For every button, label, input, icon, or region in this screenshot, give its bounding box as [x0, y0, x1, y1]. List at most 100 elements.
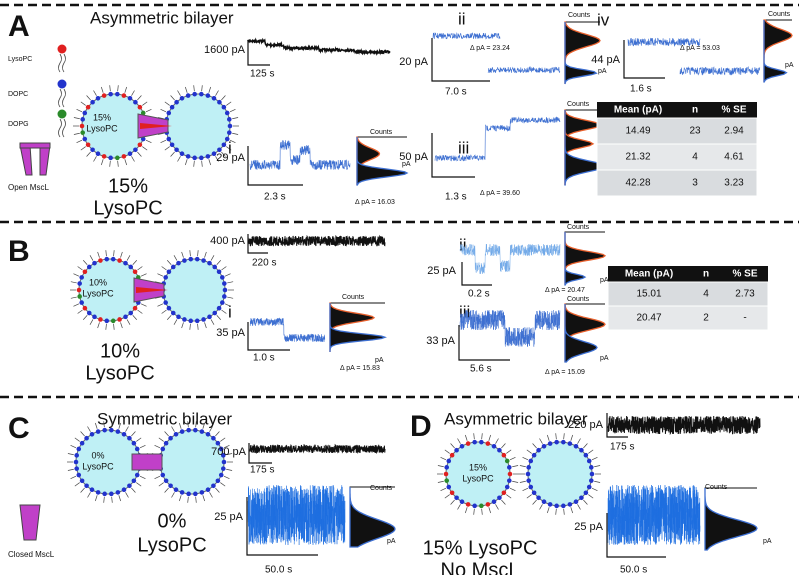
scale-bar: [248, 443, 272, 464]
lipid-tail: [113, 250, 115, 257]
lipid-tail: [224, 303, 231, 307]
lipid-head: [220, 275, 225, 280]
label: Counts: [567, 224, 590, 231]
lipid-head: [137, 142, 143, 148]
label: Asymmetric bilayer: [444, 409, 588, 428]
label: LysoPC: [86, 123, 118, 133]
mscl-channel: [131, 453, 163, 471]
lipid-tail: [522, 457, 529, 461]
lipid-head: [507, 471, 513, 477]
current-trace: [459, 243, 561, 274]
lipid-head: [504, 484, 510, 490]
label: Δ pA = 23.24: [470, 45, 510, 52]
legend-head: [57, 79, 67, 89]
lipid-head: [215, 440, 221, 446]
lipid-tail: [226, 101, 232, 106]
lipid-head: [491, 443, 497, 449]
lipid-head: [132, 269, 138, 275]
lipid-tail: [124, 159, 128, 166]
lipid-head: [199, 429, 205, 434]
label: 7.0 s: [445, 87, 467, 98]
lipid-head: [128, 264, 134, 270]
lipid-tail: [111, 496, 113, 503]
lipid-head: [201, 317, 206, 322]
label: LysoPC: [137, 534, 206, 556]
label: 1600 pA: [204, 44, 246, 56]
lipid-head: [82, 110, 88, 116]
scale-bar: [606, 413, 628, 438]
lipid-tail: [444, 449, 450, 454]
table-row: [596, 117, 758, 145]
lipid-head: [491, 499, 497, 505]
lipid-head: [589, 471, 595, 477]
lipid-tail: [506, 449, 512, 454]
table-row: [596, 143, 758, 171]
lipid-head: [222, 281, 227, 286]
lipid-tail: [145, 109, 152, 113]
lipid-head: [163, 275, 168, 280]
lipid-head: [199, 91, 204, 97]
lipid-tail: [109, 160, 111, 167]
lipid-head: [131, 478, 137, 484]
lipid-head: [485, 441, 491, 446]
lipid-tail: [227, 281, 234, 284]
current-trace: [459, 309, 561, 348]
lipid-tail: [164, 431, 169, 437]
scale-bar: [247, 146, 303, 186]
lipid-tail: [532, 499, 537, 505]
lipid-head: [76, 446, 82, 452]
lipid-head: [586, 458, 592, 464]
lipid-tail: [77, 266, 83, 271]
label: n: [703, 269, 709, 280]
lipid-tail: [215, 90, 219, 96]
lipid-head: [117, 258, 122, 263]
lipid-head: [224, 110, 230, 116]
lipid-tail: [142, 146, 148, 151]
legend-tail: [58, 88, 66, 108]
lipid-head: [222, 294, 227, 299]
lipid-head: [192, 155, 197, 161]
lipid-tail: [87, 426, 91, 432]
lipid-tail: [73, 303, 80, 307]
lipid-head: [115, 490, 121, 495]
lipid-head: [109, 427, 114, 433]
label: 2.73: [735, 289, 755, 300]
lipid-head: [211, 95, 217, 101]
lipid-tail: [532, 443, 537, 449]
lipid-head: [485, 502, 491, 507]
current-trace: [249, 317, 326, 343]
lipid-head: [90, 99, 95, 105]
lipid-head: [449, 490, 455, 496]
lipid-head: [173, 431, 179, 437]
lipid-tail: [70, 296, 77, 299]
lipid-tail: [103, 496, 105, 503]
lipid-head: [179, 95, 185, 101]
lipid-head: [579, 447, 584, 453]
lipid-tail: [227, 296, 234, 299]
label: 1.6 s: [630, 84, 652, 95]
histogram: [349, 487, 396, 548]
lipid-tail: [137, 151, 142, 157]
lipid-tail: [221, 151, 226, 157]
lipid-tail: [76, 139, 83, 143]
lipid-tail: [512, 465, 519, 468]
histogram: [329, 303, 387, 352]
lipid-tail: [526, 449, 532, 454]
lipid-tail: [117, 160, 119, 167]
lipid-tail: [546, 507, 550, 514]
lipid-head: [222, 287, 228, 293]
lipid-head: [207, 260, 212, 266]
lipid-tail: [73, 117, 80, 120]
label: 14.49: [625, 126, 650, 137]
current-trace: [607, 415, 761, 436]
histogram: [564, 304, 598, 363]
lipid-head: [86, 264, 92, 270]
current-trace: [627, 37, 701, 47]
lipid-tail: [506, 494, 512, 499]
lipid-head: [205, 93, 211, 98]
label: 25 pA: [214, 511, 243, 523]
lipid-head: [188, 256, 194, 262]
lipid-tail: [145, 139, 152, 143]
lipid-tail: [563, 508, 565, 515]
lipid-tail: [204, 251, 207, 258]
